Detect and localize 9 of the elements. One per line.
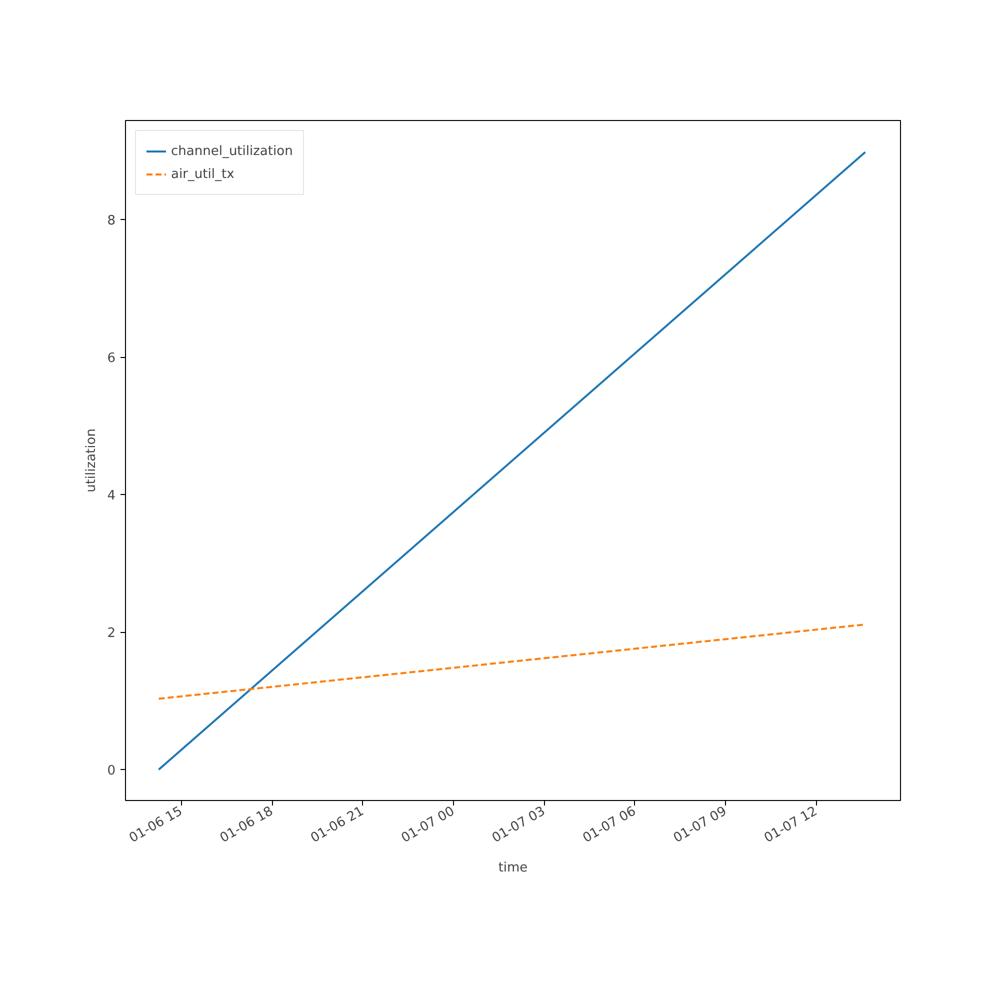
y-tick-label: 2: [107, 626, 116, 642]
y-tick-label: 4: [107, 488, 116, 504]
y-tick-label: 6: [107, 351, 116, 366]
legend-label: air_util_tx: [171, 166, 234, 182]
legend-label: channel_utilization: [171, 144, 293, 158]
y-tick-label: 0: [107, 764, 116, 779]
x-axis-title: time: [498, 860, 528, 876]
y-tick-label: 8: [107, 214, 116, 229]
y-axis-title: utilization: [84, 428, 100, 492]
